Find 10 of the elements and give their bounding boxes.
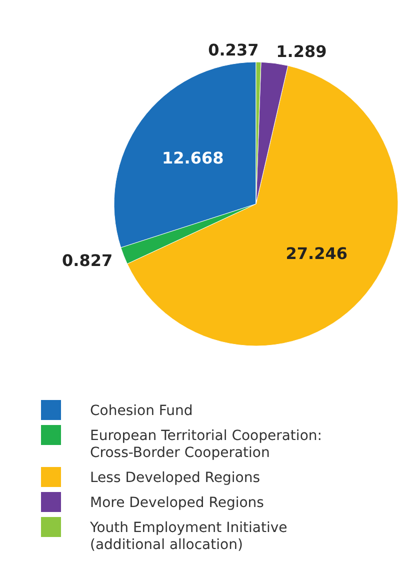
legend-label: Less Developed Regions — [90, 470, 260, 486]
legend-label: Youth Employment Initiative (additional allocation) — [89, 520, 288, 553]
legend-label: More Developed Regions — [90, 494, 264, 511]
legend-label: European Territorial Cooperation: Cross-Border Cooperation — [90, 428, 322, 461]
data-label: 12.668 — [162, 148, 224, 168]
legend-label: Cohesion Fund — [90, 402, 193, 419]
data-label: 27.246 — [286, 244, 348, 263]
data-label: 0.827 — [62, 250, 113, 270]
data-label: 0.237 — [208, 40, 259, 60]
data-label: 1.289 — [276, 42, 327, 61]
